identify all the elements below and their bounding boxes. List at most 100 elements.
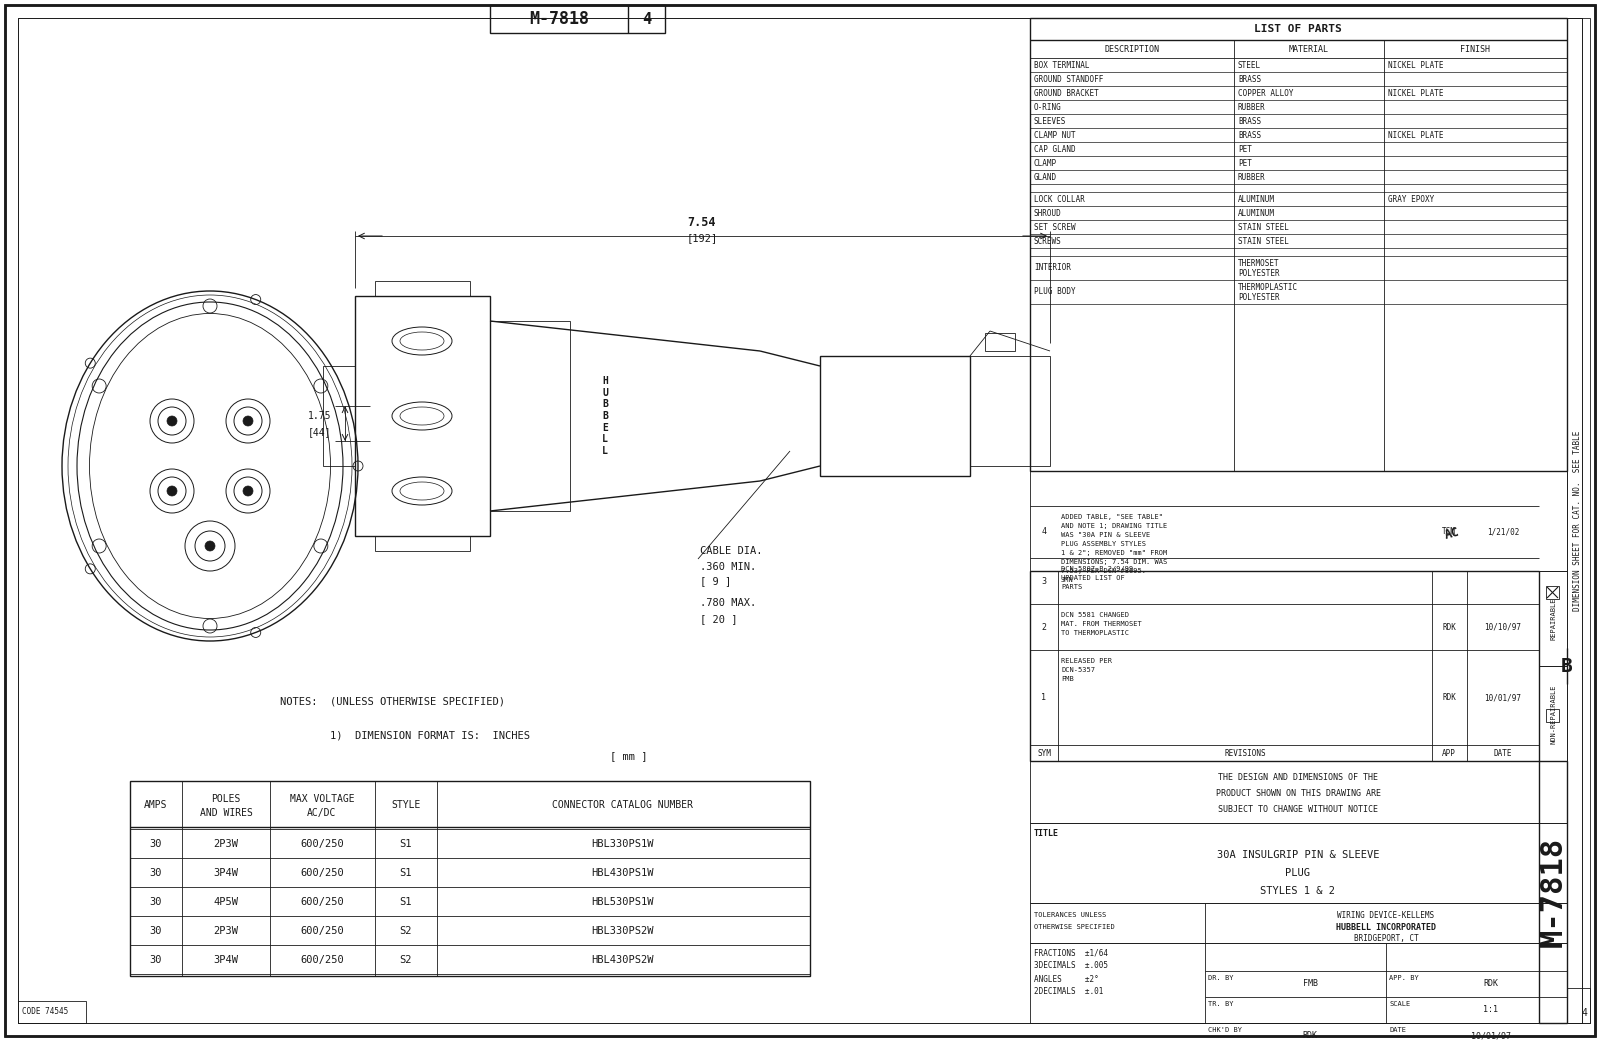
Text: LIST OF PARTS: LIST OF PARTS	[1254, 24, 1342, 34]
Text: AND NOTE 1; DRAWING TITLE: AND NOTE 1; DRAWING TITLE	[1061, 523, 1168, 529]
Text: NOTES:  (UNLESS OTHERWISE SPECIFIED): NOTES: (UNLESS OTHERWISE SPECIFIED)	[280, 696, 506, 706]
Text: WIRING DEVICE-KELLEMS: WIRING DEVICE-KELLEMS	[1338, 911, 1435, 919]
Text: 30: 30	[150, 926, 162, 936]
Text: HBL430PS2W: HBL430PS2W	[592, 955, 654, 965]
Text: CAP GLAND: CAP GLAND	[1034, 145, 1075, 153]
Text: DATE: DATE	[1494, 748, 1512, 758]
Text: AC: AC	[1443, 526, 1461, 542]
Bar	[1546, 709, 1558, 722]
Text: RDK: RDK	[1302, 1032, 1317, 1041]
Text: 2P3W: 2P3W	[213, 926, 238, 936]
Text: RDK: RDK	[1442, 693, 1456, 703]
Text: [ 9 ]: [ 9 ]	[701, 576, 731, 586]
Text: COPPER ALLOY: COPPER ALLOY	[1238, 88, 1293, 98]
Bar	[1030, 18, 1566, 471]
Text: STAIN STEEL: STAIN STEEL	[1238, 236, 1290, 246]
Text: RDK: RDK	[1483, 980, 1499, 989]
Text: DIMENSION SHEET FOR CAT. NO.  SEE TABLE: DIMENSION SHEET FOR CAT. NO. SEE TABLE	[1573, 431, 1582, 611]
Text: 3: 3	[1042, 577, 1046, 585]
Text: .360 MIN.: .360 MIN.	[701, 562, 757, 572]
Text: POLYESTER: POLYESTER	[1238, 269, 1280, 278]
Text: RELEASED PER: RELEASED PER	[1061, 658, 1112, 664]
Text: 1 & 2"; REMOVED "mm" FROM: 1 & 2"; REMOVED "mm" FROM	[1061, 550, 1168, 556]
Text: SHROUD: SHROUD	[1034, 208, 1062, 218]
Text: STEEL: STEEL	[1238, 60, 1261, 70]
Text: REPAIRABLE: REPAIRABLE	[1550, 598, 1555, 640]
Text: FMB: FMB	[1061, 676, 1074, 682]
Text: CHK'D BY: CHK'D BY	[1208, 1027, 1242, 1033]
Circle shape	[166, 486, 178, 496]
Bar	[1030, 471, 1566, 572]
Text: 7.54: 7.54	[688, 215, 717, 229]
Text: 2P3W: 2P3W	[213, 839, 238, 849]
Text: 600/250: 600/250	[301, 955, 344, 965]
Text: TOLERANCES UNLESS: TOLERANCES UNLESS	[1034, 912, 1106, 918]
Text: NICKEL PLATE: NICKEL PLATE	[1389, 88, 1443, 98]
Text: RDK: RDK	[1442, 623, 1456, 632]
Text: CLAMP: CLAMP	[1034, 158, 1058, 168]
Bar	[1030, 823, 1566, 903]
Text: FMB: FMB	[1302, 980, 1317, 989]
Text: DR. BY: DR. BY	[1208, 975, 1234, 981]
Text: 3P4W: 3P4W	[213, 868, 238, 878]
Text: [192]: [192]	[686, 233, 718, 243]
Text: 30A INSULGRIP PIN & SLEEVE: 30A INSULGRIP PIN & SLEEVE	[1216, 850, 1379, 860]
Text: M-7818: M-7818	[530, 10, 589, 28]
Text: 3DECIMALS  ±.005: 3DECIMALS ±.005	[1034, 962, 1107, 970]
Text: OTHERWISE SPECIFIED: OTHERWISE SPECIFIED	[1034, 924, 1115, 930]
Bar	[130, 781, 810, 976]
Text: [ 20 ]: [ 20 ]	[701, 614, 738, 624]
Text: NICKEL PLATE: NICKEL PLATE	[1389, 130, 1443, 139]
Text: 4: 4	[1042, 528, 1046, 536]
Bar	[374, 281, 470, 296]
Text: INTERIOR: INTERIOR	[1034, 263, 1070, 273]
Text: DESCRIPTION: DESCRIPTION	[1104, 45, 1160, 53]
Text: 1/21/02: 1/21/02	[1486, 528, 1518, 536]
Text: 4P5W: 4P5W	[213, 897, 238, 907]
Text: 600/250: 600/250	[301, 926, 344, 936]
Text: O-RING: O-RING	[1034, 102, 1062, 111]
Bar	[819, 356, 970, 476]
Text: SET SCREW: SET SCREW	[1034, 223, 1075, 231]
Bar	[986, 333, 1014, 351]
Text: BRASS: BRASS	[1238, 130, 1261, 139]
Text: PET: PET	[1238, 158, 1251, 168]
Text: HBL330PS1W: HBL330PS1W	[592, 839, 654, 849]
Text: PARTS: PARTS	[1061, 584, 1082, 590]
Text: POLYESTER: POLYESTER	[1238, 293, 1280, 302]
Bar	[1539, 761, 1566, 1023]
Text: 2: 2	[1042, 623, 1046, 632]
Text: AND WIRES: AND WIRES	[200, 808, 253, 818]
Text: JMN: JMN	[1061, 577, 1074, 583]
Text: 3P4W: 3P4W	[213, 955, 238, 965]
Text: 1.75: 1.75	[309, 411, 331, 421]
Bar	[970, 356, 1050, 466]
Text: RUBBER: RUBBER	[1238, 102, 1266, 111]
Text: [44]: [44]	[309, 427, 331, 437]
Text: POLES: POLES	[211, 794, 240, 804]
Text: ANGLES     ±2°: ANGLES ±2°	[1034, 974, 1099, 984]
Text: 4: 4	[1581, 1008, 1587, 1018]
Text: THE DESIGN AND DIMENSIONS OF THE: THE DESIGN AND DIMENSIONS OF THE	[1218, 772, 1378, 782]
Text: PLUG BODY: PLUG BODY	[1034, 287, 1075, 297]
Text: SCALE: SCALE	[1389, 1001, 1410, 1007]
Text: AC/DC: AC/DC	[307, 808, 336, 818]
Text: PLUG: PLUG	[1285, 868, 1310, 878]
Text: RUBBER: RUBBER	[1238, 173, 1266, 181]
Text: 1)  DIMENSION FORMAT IS:  INCHES: 1) DIMENSION FORMAT IS: INCHES	[330, 731, 530, 741]
Text: TITLE: TITLE	[1034, 829, 1059, 838]
Text: [ mm ]: [ mm ]	[610, 751, 648, 761]
Text: 1:1: 1:1	[1483, 1006, 1499, 1015]
Text: 600/250: 600/250	[301, 868, 344, 878]
Text: SUBJECT TO CHANGE WITHOUT NOTICE: SUBJECT TO CHANGE WITHOUT NOTICE	[1218, 805, 1378, 813]
Text: SCREWS: SCREWS	[1034, 236, 1062, 246]
Text: S1: S1	[400, 839, 413, 849]
Text: NON-REPAIRABLE: NON-REPAIRABLE	[1550, 684, 1555, 743]
Bar	[1030, 903, 1566, 943]
Bar	[1030, 572, 1539, 761]
Text: AMPS: AMPS	[144, 799, 168, 810]
Text: HBL530PS1W: HBL530PS1W	[592, 897, 654, 907]
Text: FINISH: FINISH	[1459, 45, 1490, 53]
Text: TR. BY: TR. BY	[1208, 1001, 1234, 1007]
Bar	[18, 18, 1030, 1023]
